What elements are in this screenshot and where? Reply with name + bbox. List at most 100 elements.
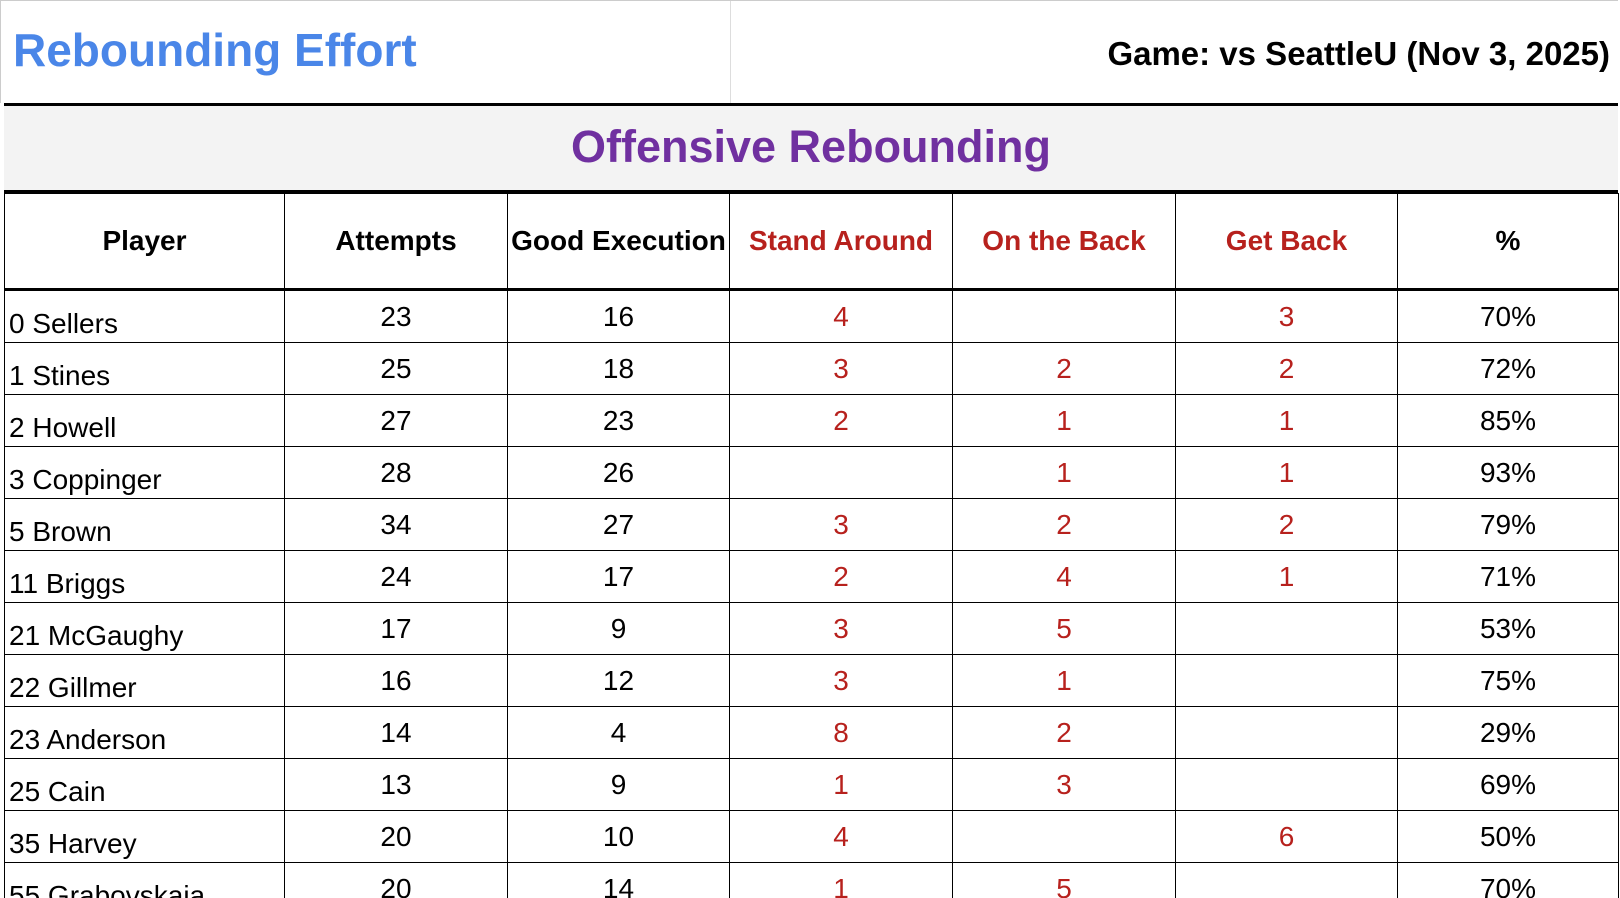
value-cell: 24 bbox=[284, 550, 508, 603]
value-cell: 1 bbox=[729, 862, 953, 898]
table-row: 2 Howell 27 23 2 1 1 85% bbox=[4, 394, 1619, 447]
table-row: 1 Stines 25 18 3 2 2 72% bbox=[4, 342, 1619, 395]
empty-cell bbox=[1175, 862, 1398, 898]
value-cell: 10 bbox=[507, 810, 730, 863]
value-cell: 14 bbox=[284, 706, 508, 759]
value-cell: 23 bbox=[507, 394, 730, 447]
value-cell: 8 bbox=[729, 706, 953, 759]
value-cell: 23 bbox=[284, 289, 508, 343]
value-cell: 13 bbox=[284, 758, 508, 811]
divider bbox=[730, 1, 731, 104]
table-row: 22 Gillmer 16 12 3 1 75% bbox=[4, 654, 1619, 707]
table-row: 55 Grabovskaia 20 14 1 5 70% bbox=[4, 862, 1619, 898]
player-cell: 0 Sellers bbox=[4, 289, 285, 343]
column-header: Good Execution bbox=[507, 193, 730, 291]
value-cell: 75% bbox=[1397, 654, 1619, 707]
table-row: 25 Cain 13 9 1 3 69% bbox=[4, 758, 1619, 811]
value-cell: 2 bbox=[729, 550, 953, 603]
value-cell: 1 bbox=[952, 394, 1176, 447]
value-cell: 3 bbox=[729, 342, 953, 395]
value-cell: 2 bbox=[952, 342, 1176, 395]
value-cell: 3 bbox=[952, 758, 1176, 811]
column-header: Stand Around bbox=[729, 193, 953, 291]
player-cell: 3 Coppinger bbox=[4, 446, 285, 499]
table-row: 23 Anderson 14 4 8 2 29% bbox=[4, 706, 1619, 759]
value-cell: 27 bbox=[284, 394, 508, 447]
player-cell: 1 Stines bbox=[4, 342, 285, 395]
player-cell: 2 Howell bbox=[4, 394, 285, 447]
value-cell: 4 bbox=[507, 706, 730, 759]
value-cell: 3 bbox=[1175, 289, 1398, 343]
section-band: Offensive Rebounding bbox=[4, 103, 1618, 193]
value-cell: 5 bbox=[952, 862, 1176, 898]
column-header: Get Back bbox=[1175, 193, 1398, 291]
value-cell: 2 bbox=[952, 498, 1176, 551]
empty-cell bbox=[1175, 654, 1398, 707]
empty-cell bbox=[1175, 758, 1398, 811]
empty-cell bbox=[729, 446, 953, 499]
value-cell: 27 bbox=[507, 498, 730, 551]
table-row: 0 Sellers 23 16 4 3 70% bbox=[4, 289, 1619, 343]
table: Player Attempts Good Execution Stand Around… bbox=[4, 193, 1619, 898]
value-cell: 79% bbox=[1397, 498, 1619, 551]
table-row: 35 Harvey 20 10 4 6 50% bbox=[4, 810, 1619, 863]
table-row: 11 Briggs 24 17 2 4 1 71% bbox=[4, 550, 1619, 603]
value-cell: 2 bbox=[952, 706, 1176, 759]
header-row: Player Attempts Good Execution Stand Around… bbox=[4, 193, 1619, 291]
value-cell: 85% bbox=[1397, 394, 1619, 447]
player-cell: 11 Briggs bbox=[4, 550, 285, 603]
value-cell: 70% bbox=[1397, 289, 1619, 343]
table-row: 3 Coppinger 28 26 1 1 93% bbox=[4, 446, 1619, 499]
value-cell: 5 bbox=[952, 602, 1176, 655]
title: Rebounding Effort bbox=[13, 24, 417, 76]
value-cell: 20 bbox=[284, 810, 508, 863]
value-cell: 69% bbox=[1397, 758, 1619, 811]
value-cell: 1 bbox=[952, 654, 1176, 707]
value-cell: 53% bbox=[1397, 602, 1619, 655]
value-cell: 17 bbox=[284, 602, 508, 655]
value-cell: 4 bbox=[952, 550, 1176, 603]
value-cell: 2 bbox=[1175, 342, 1398, 395]
value-cell: 71% bbox=[1397, 550, 1619, 603]
column-header: On the Back bbox=[952, 193, 1176, 291]
value-cell: 6 bbox=[1175, 810, 1398, 863]
column-header: Attempts bbox=[284, 193, 508, 291]
value-cell: 4 bbox=[729, 810, 953, 863]
value-cell: 29% bbox=[1397, 706, 1619, 759]
value-cell: 9 bbox=[507, 602, 730, 655]
empty-cell bbox=[1175, 706, 1398, 759]
value-cell: 17 bbox=[507, 550, 730, 603]
value-cell: 2 bbox=[1175, 498, 1398, 551]
value-cell: 70% bbox=[1397, 862, 1619, 898]
value-cell: 12 bbox=[507, 654, 730, 707]
value-cell: 3 bbox=[729, 602, 953, 655]
value-cell: 16 bbox=[284, 654, 508, 707]
value-cell: 1 bbox=[1175, 394, 1398, 447]
section-title: Offensive Rebounding bbox=[570, 121, 1051, 172]
column-header: % bbox=[1397, 193, 1619, 291]
value-cell: 2 bbox=[729, 394, 953, 447]
value-cell: 72% bbox=[1397, 342, 1619, 395]
value-cell: 50% bbox=[1397, 810, 1619, 863]
table-body: 0 Sellers 23 16 4 3 70% 1 Stines 25 18 3 2 2 72% 2 Ho… bbox=[4, 289, 1619, 898]
player-cell: 5 Brown bbox=[4, 498, 285, 551]
value-cell: 1 bbox=[1175, 446, 1398, 499]
empty-cell bbox=[1175, 602, 1398, 655]
value-cell: 3 bbox=[729, 654, 953, 707]
table-row: 21 McGaughy 17 9 3 5 53% bbox=[4, 602, 1619, 655]
player-cell: 55 Grabovskaia bbox=[4, 862, 285, 898]
column-header: Player bbox=[4, 193, 285, 291]
value-cell: 26 bbox=[507, 446, 730, 499]
player-cell: 21 McGaughy bbox=[4, 602, 285, 655]
game-label: Game: vs SeattleU (Nov 3, 2025) bbox=[1107, 35, 1610, 72]
player-cell: 23 Anderson bbox=[4, 706, 285, 759]
value-cell: 16 bbox=[507, 289, 730, 343]
value-cell: 4 bbox=[729, 289, 953, 343]
player-cell: 35 Harvey bbox=[4, 810, 285, 863]
value-cell: 1 bbox=[952, 446, 1176, 499]
value-cell: 18 bbox=[507, 342, 730, 395]
player-cell: 22 Gillmer bbox=[4, 654, 285, 707]
value-cell: 25 bbox=[284, 342, 508, 395]
value-cell: 34 bbox=[284, 498, 508, 551]
empty-cell bbox=[952, 810, 1176, 863]
